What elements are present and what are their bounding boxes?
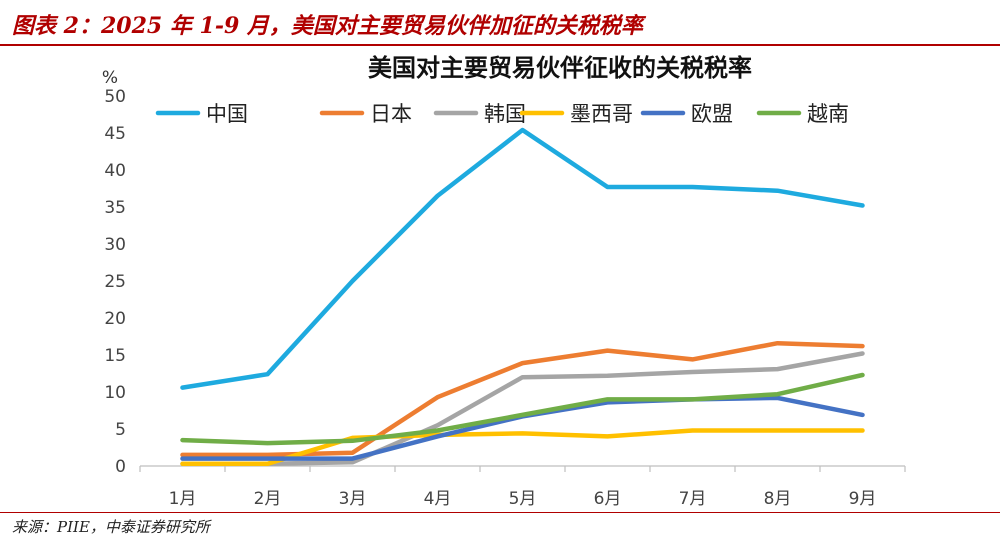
x-tick-label: 2月 xyxy=(254,489,282,509)
y-tick-label: 35 xyxy=(104,198,126,218)
legend-label: 日本 xyxy=(370,102,412,126)
chart-legend: 中国 日本 韩国 墨西哥 欧盟 越南 xyxy=(155,102,849,126)
series-lines xyxy=(180,127,865,467)
title-divider xyxy=(0,44,1000,46)
figure-header: 图表 2：2025 年 1-9 月，美国对主要贸易伙伴加征的关税税率 xyxy=(0,0,1000,46)
x-tick-label: 5月 xyxy=(509,489,537,509)
series-line-5 xyxy=(180,372,865,446)
x-tick-label: 8月 xyxy=(764,489,792,509)
series-line-3 xyxy=(180,428,865,467)
series-line-0 xyxy=(180,127,865,390)
y-tick-label: 45 xyxy=(104,124,126,144)
y-tick-label: 0 xyxy=(115,457,126,477)
footer-divider xyxy=(0,512,1000,513)
y-tick-label: 40 xyxy=(104,161,126,181)
legend-label: 欧盟 xyxy=(691,102,733,126)
x-tick-label: 7月 xyxy=(679,489,707,509)
x-tick-label: 3月 xyxy=(339,489,367,509)
line-chart: 美国对主要贸易伙伴征收的关税税率 % 05101520253035404550 … xyxy=(102,54,906,509)
y-tick-label: 15 xyxy=(104,346,126,366)
chart-title: 美国对主要贸易伙伴征收的关税税率 xyxy=(368,54,752,82)
chart-container: 美国对主要贸易伙伴征收的关税税率 % 0 5 10 15 20 25 30 35 40 45 50 … xyxy=(0,46,1000,514)
y-tick-label: 20 xyxy=(104,309,126,329)
figure-title: 图表 2：2025 年 1-9 月，美国对主要贸易伙伴加征的关税税率 xyxy=(12,13,643,39)
x-tick-label: 1月 xyxy=(169,489,197,509)
x-tick-label: 9月 xyxy=(849,489,877,509)
y-tick-label: 30 xyxy=(104,235,126,255)
x-axis-ticks: 1月 2月 3月 4月 5月 6月 7月 8月 9月 xyxy=(139,466,906,509)
y-tick-label: 5 xyxy=(115,420,126,440)
source-note: 来源：PIIE，中泰证券研究所 xyxy=(12,518,210,536)
x-tick-label: 6月 xyxy=(594,489,622,509)
y-tick-label: 25 xyxy=(104,272,126,292)
y-tick-label: 50 xyxy=(104,87,126,107)
legend-label: 中国 xyxy=(206,102,248,126)
series-line-2 xyxy=(180,351,865,467)
y-axis-ticks: 0 5 10 15 20 25 30 35 40 45 50 xyxy=(104,87,126,477)
legend-label: 墨西哥 xyxy=(570,102,633,126)
legend-label: 韩国 xyxy=(484,102,526,126)
legend-label: 越南 xyxy=(807,102,849,126)
y-tick-label: 10 xyxy=(104,383,126,403)
x-tick-label: 4月 xyxy=(424,489,452,509)
y-axis-unit-label: % xyxy=(102,68,118,88)
